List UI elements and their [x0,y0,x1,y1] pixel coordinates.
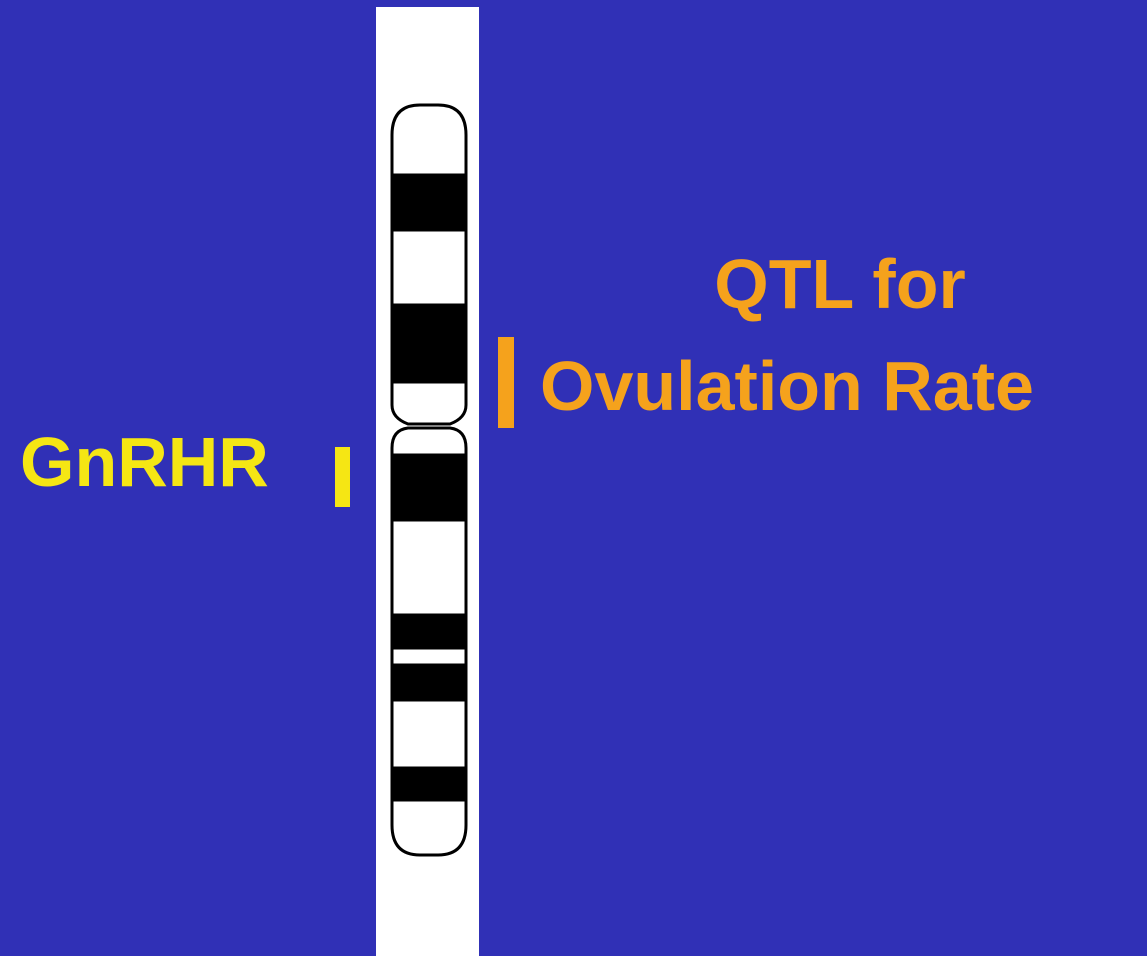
band [392,175,466,230]
gene-label: GnRHR [20,423,269,501]
gene-marker [335,447,350,507]
page: GnRHR QTL for Ovulation Rate (() => { co… [0,0,1147,956]
band [392,615,466,648]
qtl-label-line: QTL for [714,245,965,323]
chromosome [392,105,466,855]
band [392,455,466,520]
qtl-marker [498,337,514,428]
qtl-label-line: Ovulation Rate [540,347,1034,425]
band [392,768,466,800]
band [392,305,466,382]
band [392,665,466,700]
slide: GnRHR QTL for Ovulation Rate [0,0,1147,956]
